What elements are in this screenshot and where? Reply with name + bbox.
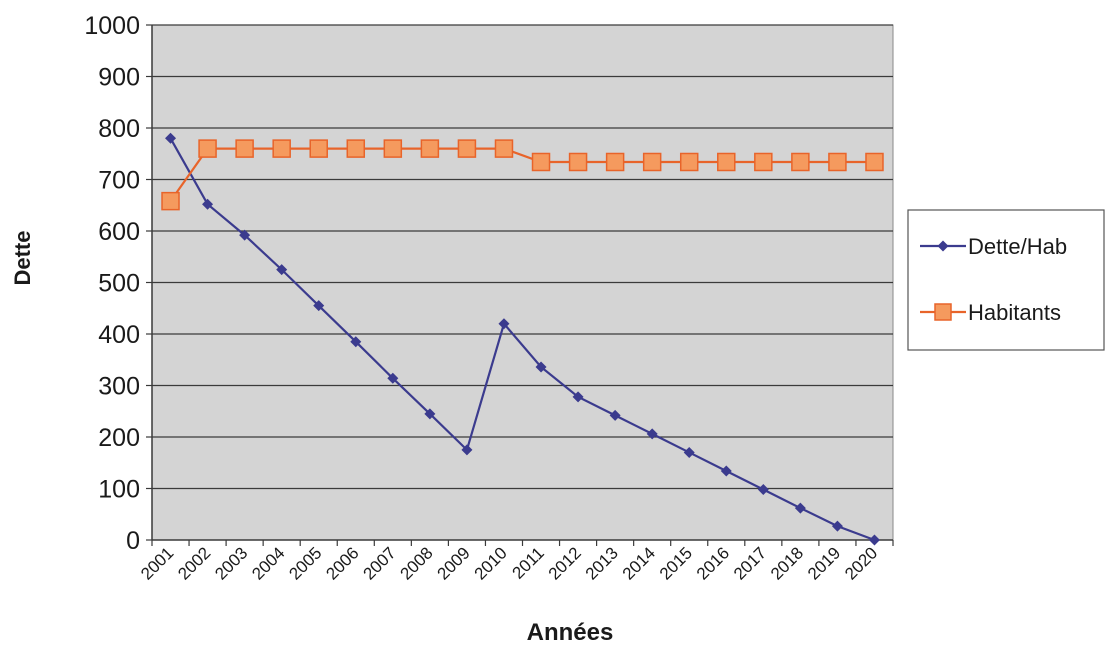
legend: Dette/Hab Habitants [907,209,1105,351]
habitants-point [346,139,366,158]
legend-label: Dette/Hab [968,234,1067,259]
dette-hab-point [202,198,214,210]
x-tick-label: 2012 [545,543,585,583]
x-tick-label: 2002 [174,543,214,583]
y-tick-label: 600 [98,218,140,246]
habitants-point [865,152,884,172]
dette-hab-point [868,534,880,546]
habitants-point [161,191,180,211]
series-group [161,132,884,546]
habitants-point [568,152,588,172]
x-tick-label: 2020 [841,543,881,583]
habitants-point [679,152,699,172]
habitants-point [605,152,625,172]
dette-hab-point [239,229,251,241]
habitants-point [383,139,403,158]
habitants-point [791,152,810,172]
dette-hab-point [498,318,510,330]
dette-hab-point [387,372,399,384]
y-tick-label: 800 [98,115,140,143]
legend-swatch-diamond-icon [937,240,949,252]
legend-label: Habitants [968,300,1061,325]
x-tick-label: 2011 [509,543,548,582]
x-tick-label: 2018 [767,543,807,583]
habitants-point [198,139,217,158]
dette-hab-point [720,465,732,477]
x-tick-label: 2005 [285,543,325,583]
x-tick-label: 2007 [359,543,399,583]
dette-hab-point [535,361,547,373]
x-tick-label: 2014 [619,543,659,583]
y-tick-label: 100 [98,476,140,504]
habitants-point [457,139,477,158]
x-tick-label: 2013 [582,543,622,583]
habitants-point [754,152,773,172]
habitants-point [642,152,662,172]
dette-hab-point [461,444,473,456]
x-tick-label: 2019 [804,543,844,583]
x-tick-label: 2003 [211,543,251,583]
x-tick-label: 2008 [397,543,437,583]
y-axis-label: Dette [10,230,35,285]
dette-hab-point [165,132,177,144]
y-tick-label: 500 [98,270,140,298]
dette-hab-point [572,391,584,403]
plot-area-group [151,24,894,541]
habitants-point [828,152,847,172]
dette-hab-point [794,502,806,514]
habitants-point [531,152,551,172]
y-tick-label: 0 [126,527,140,555]
y-tick-label: 1000 [84,12,140,40]
y-tick-label: 300 [98,373,140,401]
habitants-point [272,139,291,158]
y-tick-label: 400 [98,321,140,349]
habitants-point [309,139,328,158]
dette-hab-point [683,446,695,458]
dette-hab-point [609,409,621,421]
dette-hab-point [350,336,362,348]
dette-hab-point [276,264,288,276]
y-tick-label: 200 [98,424,140,452]
habitants-point [420,139,440,158]
x-tick-label: 2017 [730,543,770,583]
x-tick-label: 2006 [322,543,362,583]
x-axis-label: Années [527,619,614,646]
y-tick-label: 700 [98,167,140,195]
series-line-dette-hab [169,137,875,542]
habitants-point [494,139,514,158]
x-tick-label: 2009 [434,543,474,583]
y-tick-label: 900 [98,64,140,92]
x-tick-label: 2016 [693,543,733,583]
dette-hab-point [646,428,658,440]
x-tick-label: 2010 [471,543,511,583]
legend-box [907,209,1105,351]
legend-swatch-square-icon [934,303,952,321]
dette-hab-point [831,520,843,532]
x-tick-label: 2015 [656,543,696,583]
habitants-point [717,152,736,172]
x-tick-label: 2004 [248,543,288,583]
dette-hab-point [313,300,325,312]
dette-hab-point [757,484,769,496]
dette-hab-point [424,408,436,420]
habitants-point [235,139,254,158]
x-tick-label: 2001 [137,543,177,583]
